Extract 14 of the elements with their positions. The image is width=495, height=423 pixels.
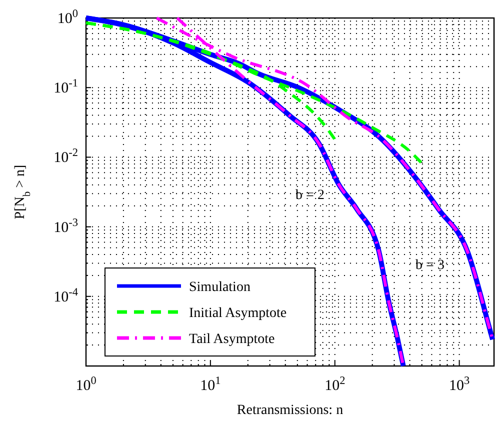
legend-label: Initial Asymptote: [189, 306, 287, 321]
x-tick-label: 10$^{1}$: [200, 375, 221, 394]
x-tick-label: 10$^{0}$: [76, 375, 97, 394]
legend-label: Tail Asymptote: [189, 332, 275, 347]
y-tick-label: 10$^{-1}$: [54, 78, 78, 97]
y-tick-label: 10$^{-3}$: [54, 216, 78, 236]
x-tick-label: 10$^{2}$: [324, 375, 346, 394]
y-tick-label: 10$^{0}$: [57, 8, 78, 27]
x-tick-label: 10$^{3}$: [449, 375, 470, 394]
legend-label: Simulation: [189, 280, 250, 295]
y-tick-label: 10$^{-4}$: [54, 286, 78, 306]
annotation: b = 3: [416, 258, 444, 273]
y-tick-label: 10$^{-2}$: [54, 147, 78, 166]
x-axis-title: Retransmissions: n: [236, 403, 344, 418]
